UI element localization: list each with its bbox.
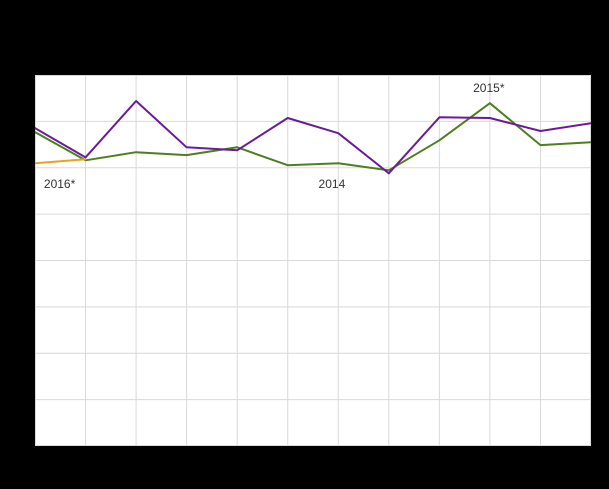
annotation-2014: 2014	[318, 177, 346, 192]
annotation-2015: 2015*	[473, 80, 505, 95]
chart-canvas	[35, 75, 591, 446]
series-line-2015	[35, 100, 591, 175]
series-line-2016	[35, 158, 87, 165]
series-line-2014	[35, 102, 591, 172]
annotation-2016: 2016*	[43, 177, 76, 192]
plot-area: 2016* 2014 2015*	[35, 75, 591, 446]
